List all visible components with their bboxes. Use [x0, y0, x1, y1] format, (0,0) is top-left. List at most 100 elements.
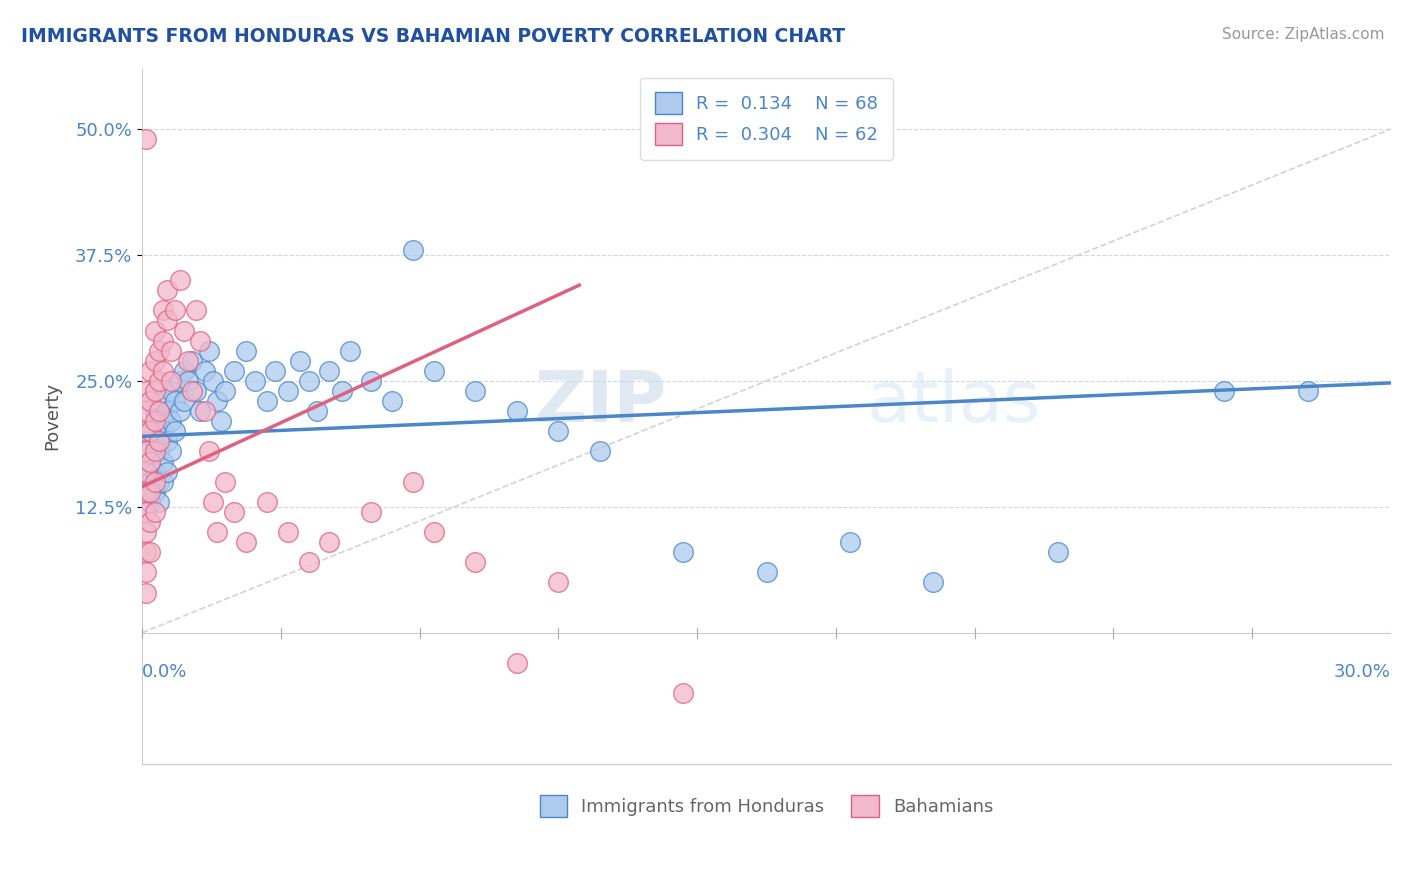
Point: [148, 343, 170, 358]
Point: [143, 484, 166, 499]
Point: [177, 374, 200, 388]
Point: [139, 484, 162, 499]
Point: [201, 495, 224, 509]
Point: [165, 303, 187, 318]
Point: [135, 484, 157, 499]
Point: [186, 303, 208, 318]
Point: [160, 343, 183, 358]
Point: [235, 535, 257, 549]
Point: [160, 384, 183, 398]
Point: [243, 374, 266, 388]
Point: [143, 353, 166, 368]
Point: [186, 384, 208, 398]
Point: [318, 535, 340, 549]
Point: [143, 324, 166, 338]
Point: [173, 394, 195, 409]
Text: 30.0%: 30.0%: [1334, 664, 1391, 681]
Point: [214, 475, 236, 489]
Point: [139, 545, 162, 559]
Point: [152, 364, 174, 378]
Text: IMMIGRANTS FROM HONDURAS VS BAHAMIAN POVERTY CORRELATION CHART: IMMIGRANTS FROM HONDURAS VS BAHAMIAN POV…: [21, 27, 845, 45]
Point: [305, 404, 328, 418]
Point: [547, 425, 569, 439]
Point: [160, 414, 183, 428]
Point: [143, 414, 166, 428]
Point: [169, 374, 191, 388]
Point: [181, 384, 204, 398]
Point: [135, 444, 157, 458]
Point: [135, 545, 157, 559]
Point: [1296, 384, 1319, 398]
Point: [1213, 384, 1236, 398]
Point: [277, 384, 299, 398]
Point: [135, 132, 157, 146]
Text: atlas: atlas: [866, 368, 1040, 437]
Point: [160, 444, 183, 458]
Point: [235, 343, 257, 358]
Point: [139, 364, 162, 378]
Point: [205, 524, 228, 539]
Point: [464, 384, 486, 398]
Point: [360, 505, 382, 519]
Point: [672, 686, 695, 700]
Point: [318, 364, 340, 378]
Point: [156, 313, 179, 327]
Point: [422, 524, 444, 539]
Point: [135, 484, 157, 499]
Point: [547, 575, 569, 590]
Point: [148, 434, 170, 449]
Point: [135, 425, 157, 439]
Point: [135, 585, 157, 599]
Point: [922, 575, 945, 590]
Point: [838, 535, 860, 549]
Point: [152, 475, 174, 489]
Point: [1046, 545, 1069, 559]
Point: [148, 414, 170, 428]
Point: [139, 515, 162, 529]
Point: [402, 243, 425, 257]
Point: [148, 475, 170, 489]
Point: [360, 374, 382, 388]
Point: [139, 394, 162, 409]
Point: [506, 656, 529, 670]
Point: [422, 364, 444, 378]
Point: [506, 404, 529, 418]
Point: [139, 425, 162, 439]
Point: [201, 374, 224, 388]
Point: [156, 434, 179, 449]
Point: [143, 404, 166, 418]
Point: [193, 364, 215, 378]
Point: [160, 374, 183, 388]
Point: [222, 364, 245, 378]
Point: [330, 384, 353, 398]
Point: [672, 545, 695, 559]
Point: [156, 404, 179, 418]
Point: [298, 555, 321, 569]
Point: [143, 465, 166, 479]
Legend: Immigrants from Honduras, Bahamians: Immigrants from Honduras, Bahamians: [533, 788, 1001, 824]
Point: [152, 334, 174, 348]
Text: 0.0%: 0.0%: [142, 664, 187, 681]
Point: [256, 394, 278, 409]
Point: [148, 495, 170, 509]
Point: [143, 444, 166, 458]
Point: [181, 353, 204, 368]
Text: Source: ZipAtlas.com: Source: ZipAtlas.com: [1222, 27, 1385, 42]
Point: [135, 404, 157, 418]
Point: [173, 324, 195, 338]
Point: [152, 394, 174, 409]
Point: [177, 353, 200, 368]
Point: [143, 475, 166, 489]
Point: [197, 444, 219, 458]
Point: [197, 343, 219, 358]
Point: [139, 454, 162, 468]
Point: [152, 454, 174, 468]
Point: [148, 374, 170, 388]
Point: [222, 505, 245, 519]
Point: [152, 425, 174, 439]
Point: [205, 394, 228, 409]
Point: [143, 384, 166, 398]
Point: [135, 465, 157, 479]
Point: [139, 495, 162, 509]
Point: [148, 444, 170, 458]
